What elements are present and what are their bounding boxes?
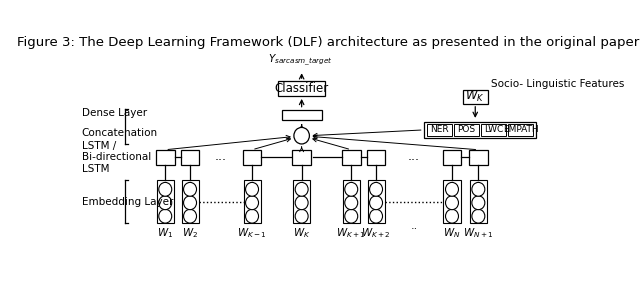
FancyBboxPatch shape xyxy=(367,150,385,165)
Text: Socio- Linguistic Features: Socio- Linguistic Features xyxy=(491,79,624,88)
FancyBboxPatch shape xyxy=(156,150,175,165)
Circle shape xyxy=(184,196,196,210)
Circle shape xyxy=(445,209,458,223)
FancyBboxPatch shape xyxy=(470,180,487,223)
Circle shape xyxy=(445,196,458,210)
Circle shape xyxy=(369,209,383,223)
FancyBboxPatch shape xyxy=(293,180,310,223)
FancyBboxPatch shape xyxy=(469,150,488,165)
Text: ··: ·· xyxy=(410,224,418,234)
FancyBboxPatch shape xyxy=(444,180,461,223)
Circle shape xyxy=(345,209,358,223)
FancyBboxPatch shape xyxy=(454,124,479,136)
Text: $W_N$: $W_N$ xyxy=(444,226,461,240)
Circle shape xyxy=(345,182,358,196)
Text: ...: ... xyxy=(408,150,420,163)
FancyBboxPatch shape xyxy=(244,180,260,223)
Text: $W_K$: $W_K$ xyxy=(293,226,310,240)
Circle shape xyxy=(246,209,259,223)
Text: Concatenation: Concatenation xyxy=(81,128,157,138)
Text: $W_K$: $W_K$ xyxy=(465,89,485,104)
FancyBboxPatch shape xyxy=(278,81,325,96)
Circle shape xyxy=(159,196,172,210)
Circle shape xyxy=(472,196,485,210)
Text: Classifier: Classifier xyxy=(275,82,329,95)
Text: Dense Layer: Dense Layer xyxy=(81,108,147,118)
Circle shape xyxy=(472,182,485,196)
FancyBboxPatch shape xyxy=(180,150,199,165)
Text: POS: POS xyxy=(457,125,476,134)
FancyBboxPatch shape xyxy=(481,124,506,136)
FancyBboxPatch shape xyxy=(463,90,488,104)
FancyBboxPatch shape xyxy=(508,124,533,136)
FancyBboxPatch shape xyxy=(367,180,385,223)
Circle shape xyxy=(246,182,259,196)
Text: EMPATH: EMPATH xyxy=(503,125,538,134)
Circle shape xyxy=(472,209,485,223)
FancyBboxPatch shape xyxy=(243,150,261,165)
Circle shape xyxy=(445,182,458,196)
Text: NER: NER xyxy=(430,125,449,134)
Circle shape xyxy=(159,209,172,223)
Text: $W_1$: $W_1$ xyxy=(157,226,173,240)
FancyBboxPatch shape xyxy=(427,124,452,136)
Circle shape xyxy=(369,182,383,196)
Text: LWC: LWC xyxy=(484,125,503,134)
Circle shape xyxy=(345,196,358,210)
FancyBboxPatch shape xyxy=(292,150,311,165)
Text: $W_2$: $W_2$ xyxy=(182,226,198,240)
Circle shape xyxy=(295,209,308,223)
Circle shape xyxy=(246,196,259,210)
Text: Figure 3: The Deep Learning Framework (DLF) architecture as presented in the ori: Figure 3: The Deep Learning Framework (D… xyxy=(17,37,639,50)
Text: ...: ... xyxy=(215,150,227,163)
FancyBboxPatch shape xyxy=(282,110,322,120)
Circle shape xyxy=(184,182,196,196)
Circle shape xyxy=(184,209,196,223)
FancyBboxPatch shape xyxy=(182,180,198,223)
Circle shape xyxy=(294,127,309,144)
Circle shape xyxy=(369,196,383,210)
Text: $W_{K+1}$: $W_{K+1}$ xyxy=(336,226,366,240)
Circle shape xyxy=(159,182,172,196)
FancyBboxPatch shape xyxy=(157,180,174,223)
Text: Embedding Layer: Embedding Layer xyxy=(81,197,173,207)
FancyBboxPatch shape xyxy=(443,150,461,165)
Text: $Y_{sarcasm\_target}$: $Y_{sarcasm\_target}$ xyxy=(268,53,333,68)
FancyBboxPatch shape xyxy=(343,180,360,223)
FancyBboxPatch shape xyxy=(424,122,536,138)
Circle shape xyxy=(295,182,308,196)
Text: LSTM /
Bi-directional
LSTM: LSTM / Bi-directional LSTM xyxy=(81,141,151,174)
Text: $W_{K+2}$: $W_{K+2}$ xyxy=(361,226,391,240)
Text: $W_{K-1}$: $W_{K-1}$ xyxy=(237,226,267,240)
Text: $W_{N+1}$: $W_{N+1}$ xyxy=(463,226,493,240)
FancyBboxPatch shape xyxy=(342,150,360,165)
Circle shape xyxy=(295,196,308,210)
